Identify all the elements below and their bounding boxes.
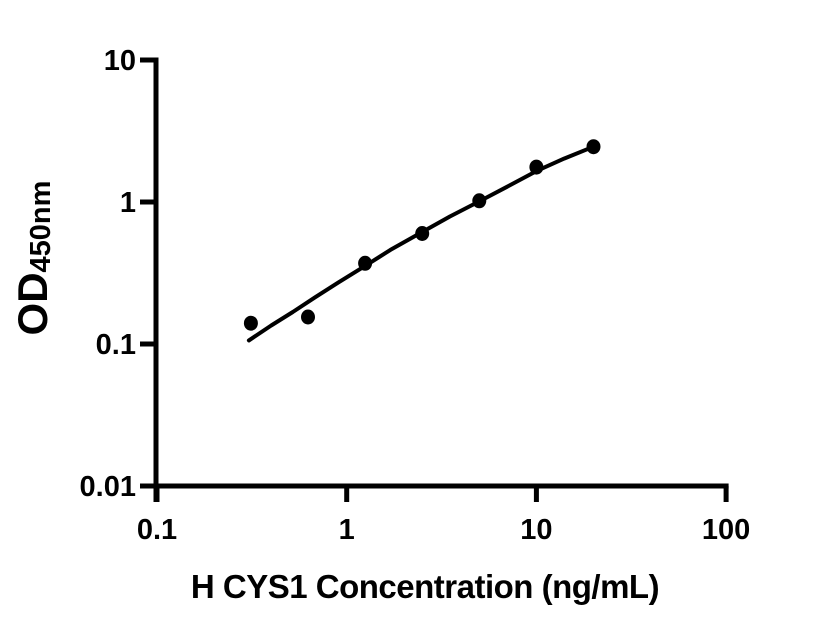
y-axis-title: OD450nm: [9, 181, 57, 336]
y-tick-label: 0.01: [80, 471, 136, 503]
data-point: [358, 255, 373, 271]
y-axis-title-main: OD: [9, 272, 56, 335]
data-point: [415, 226, 430, 241]
x-tick-label: 100: [702, 514, 750, 546]
data-point: [586, 139, 601, 155]
y-axis: 0.01 0.1 1 10: [80, 45, 159, 503]
y-tick-label: 0.1: [96, 329, 136, 361]
y-tick-label: 10: [104, 45, 136, 77]
data-point: [472, 193, 487, 209]
data-point: [529, 159, 544, 175]
x-axis: 0.1 1 10 100: [137, 483, 750, 546]
x-tick-label: 0.1: [137, 514, 177, 546]
fit-curve-group: [246, 144, 596, 343]
x-tick-label: 1: [339, 514, 355, 546]
data-points: [243, 139, 601, 331]
x-axis-title: H CYS1 Concentration (ng/mL): [191, 568, 659, 605]
y-axis-title-subscript: 450nm: [25, 181, 57, 273]
data-point: [301, 309, 315, 325]
data-point: [243, 315, 258, 331]
x-tick-label: 10: [520, 514, 552, 546]
fit-curve: [246, 144, 596, 343]
y-tick-label: 1: [120, 187, 136, 219]
axis-titles: H CYS1 Concentration (ng/mL) OD450nm: [9, 181, 660, 605]
